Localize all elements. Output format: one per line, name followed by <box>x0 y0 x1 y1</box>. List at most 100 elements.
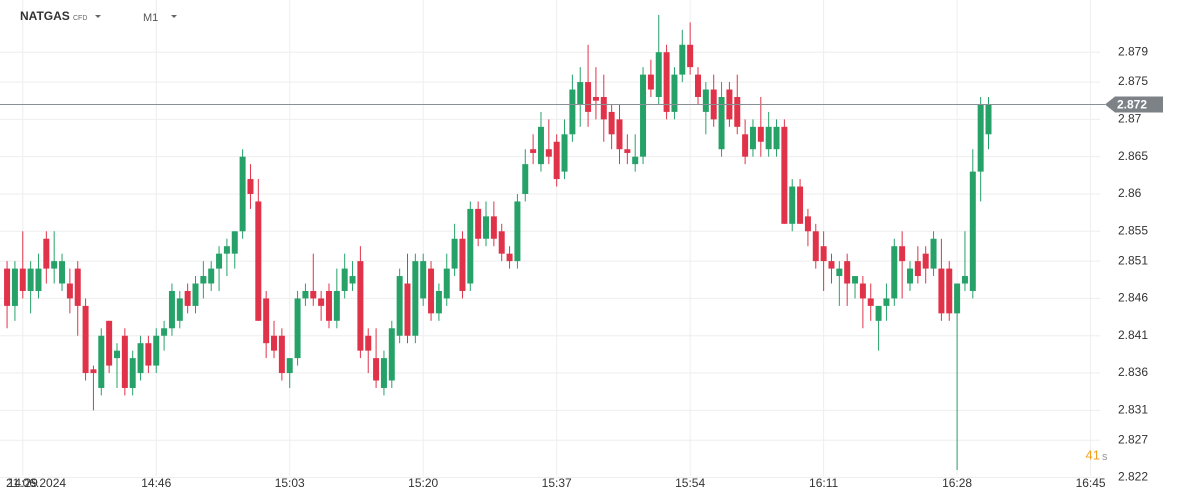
dropdown-arrow[interactable] <box>171 15 177 18</box>
candle-body <box>946 268 953 314</box>
candle-body <box>467 208 474 284</box>
y-tick-label: 2.865 <box>1118 149 1148 163</box>
candle-body <box>632 156 639 165</box>
candle-body <box>765 126 772 150</box>
candle-body <box>483 216 490 239</box>
candle-body <box>553 141 560 180</box>
candle-body <box>663 52 670 112</box>
candle-body <box>137 343 144 374</box>
candle-body <box>475 208 482 239</box>
candle-body <box>271 335 278 351</box>
dropdown-arrow[interactable] <box>95 15 101 18</box>
candle-body <box>451 238 458 269</box>
candle-body <box>742 134 749 157</box>
candle-body <box>278 335 285 374</box>
candle-body <box>459 238 466 291</box>
candle-body <box>514 201 521 262</box>
candle-body <box>318 298 325 306</box>
candle-body <box>113 350 120 359</box>
candle-body <box>537 126 544 165</box>
symbol-kind: CFD <box>73 15 87 22</box>
x-tick-label: 15:20 <box>408 476 438 490</box>
candle-body <box>255 201 262 321</box>
candle-body <box>357 261 364 351</box>
candle-body <box>899 246 906 262</box>
candle-body <box>522 164 529 194</box>
candle-body <box>985 104 992 135</box>
candle-body <box>906 268 913 284</box>
candle-body <box>600 96 607 120</box>
y-tick-label: 2.836 <box>1118 365 1148 379</box>
x-tick-label: 16:45 <box>1076 476 1106 490</box>
x-tick-label: 15:54 <box>675 476 705 490</box>
candle-body <box>43 238 50 269</box>
candle-body <box>231 231 238 254</box>
timeframe[interactable]: M1 <box>143 12 158 24</box>
x-tick-label: 14:29 <box>8 476 38 490</box>
candle-body <box>695 74 702 97</box>
candle-body <box>954 283 961 314</box>
candle-body <box>757 126 764 142</box>
price-tag <box>1105 96 1163 113</box>
candle-body <box>286 358 293 374</box>
candle-body <box>592 96 599 101</box>
candle-body <box>168 290 175 329</box>
candle-body <box>145 343 152 366</box>
y-tick-label: 2.855 <box>1118 223 1148 237</box>
overlay: 2.879 2.875 2.87 2.865 2.86 2.855 2.851 2.846 2.… <box>0 44 1163 490</box>
candle-body <box>585 82 592 112</box>
candle-body <box>891 246 898 299</box>
candle-body <box>569 89 576 135</box>
candle-body <box>365 335 372 351</box>
candle-body <box>4 268 11 306</box>
candle-body <box>27 268 34 291</box>
candle-body <box>859 283 866 299</box>
candle-body <box>687 44 694 68</box>
candle-body <box>373 358 380 381</box>
candle-body <box>333 290 340 321</box>
candle-body <box>216 253 223 269</box>
countdown-unit: s <box>1102 451 1108 463</box>
candle-body <box>208 268 215 284</box>
symbol[interactable]: NATGAS <box>20 9 70 23</box>
candle-body <box>490 216 497 239</box>
candle-body <box>404 283 411 336</box>
y-tick-label: 2.827 <box>1118 432 1148 446</box>
candle-body <box>74 268 81 306</box>
candle-body <box>836 268 843 277</box>
candle-body <box>19 268 26 291</box>
y-tick-label: 2.86 <box>1118 186 1142 200</box>
y-tick-label: 2.851 <box>1118 253 1148 267</box>
candle-body <box>789 186 796 224</box>
candle-body <box>797 186 804 224</box>
candle-body <box>938 268 945 314</box>
candle-body <box>106 320 113 366</box>
y-tick-label: 2.87 <box>1118 112 1142 126</box>
x-tick-label: 16:11 <box>809 476 838 490</box>
candle-body <box>66 283 73 299</box>
candle-body <box>875 305 882 321</box>
candle-body <box>294 298 301 359</box>
x-tick-label: 15:03 <box>275 476 305 490</box>
candle-body <box>922 253 929 269</box>
candle-body <box>577 82 584 105</box>
candle-body <box>325 290 332 321</box>
candle-body <box>435 290 442 314</box>
candle-body <box>867 298 874 306</box>
x-tick-label: 16:28 <box>942 476 972 490</box>
candle-body <box>498 231 505 254</box>
candle-body <box>420 261 427 299</box>
candle-body <box>969 171 976 291</box>
x-tick-label: 14:46 <box>141 476 171 490</box>
price-label: 2.872 <box>1117 98 1147 112</box>
candle-body <box>349 276 356 284</box>
candle-body <box>961 276 968 284</box>
candle-body <box>820 246 827 262</box>
candle-body <box>812 231 819 262</box>
candle-body <box>561 134 568 172</box>
candle-body <box>734 96 741 127</box>
candle-body <box>616 119 623 150</box>
candle-body <box>647 74 654 90</box>
y-tick-label: 2.831 <box>1118 403 1148 417</box>
candle-body <box>341 268 348 291</box>
